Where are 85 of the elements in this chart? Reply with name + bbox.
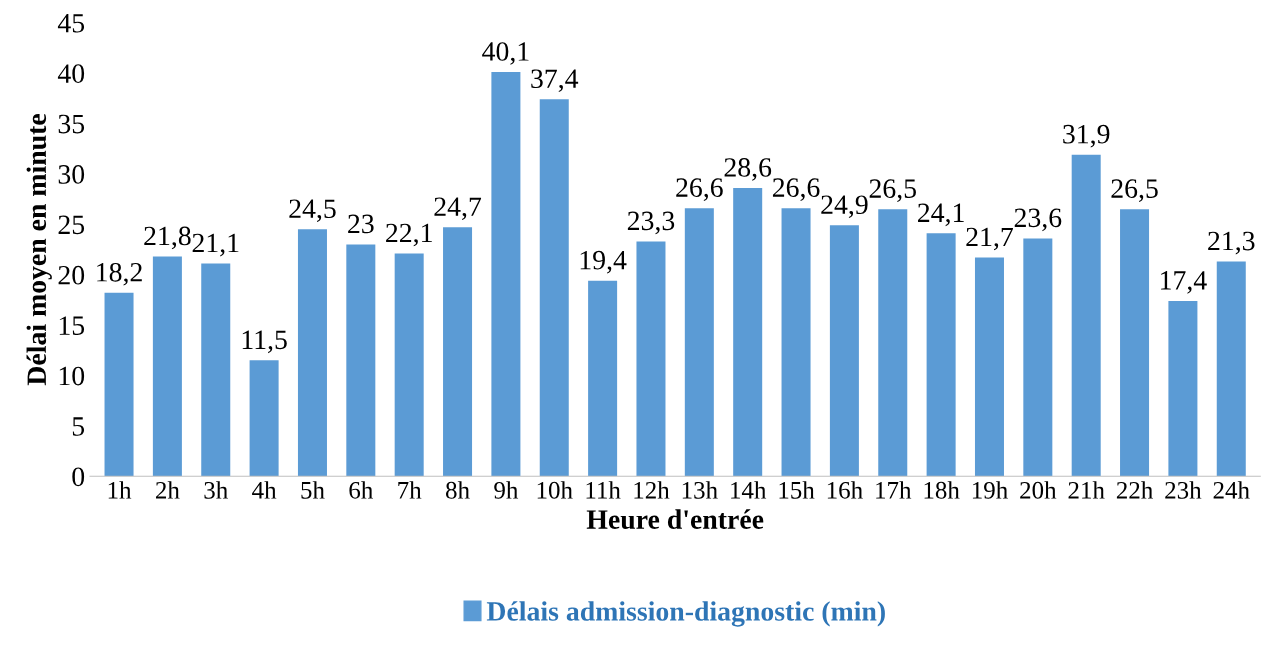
data-label: 11,5	[242, 330, 287, 354]
y-tick-label: 5	[72, 417, 85, 436]
data-label: 22,1	[386, 223, 432, 247]
x-tick-label: 7h	[398, 481, 422, 499]
x-tick-label: 1h	[108, 481, 132, 499]
data-label: 40,1	[482, 42, 529, 65]
y-tick-label: 25	[58, 215, 85, 235]
data-label: 18,2	[97, 262, 142, 286]
x-tick-label: 13h	[682, 481, 718, 499]
x-tick-label: 15h	[779, 481, 815, 499]
y-tick-label: 20	[58, 265, 85, 285]
data-label: 23,3	[627, 211, 675, 235]
bar	[539, 99, 569, 477]
bar	[829, 225, 859, 477]
x-tick-label: 12h	[634, 481, 670, 499]
x-tick-label: 14h	[731, 481, 767, 499]
x-tick-label: 21h	[1068, 481, 1105, 499]
data-label: 24,1	[918, 203, 964, 227]
data-label: 31,9	[1063, 124, 1110, 148]
x-tick-label: 3h	[204, 481, 228, 499]
bar	[781, 208, 811, 477]
bar	[1071, 154, 1101, 477]
bar	[346, 244, 376, 477]
data-label: 21,7	[966, 227, 1013, 251]
x-tick-label: 9h	[494, 481, 519, 499]
bar	[684, 208, 714, 477]
bar	[733, 187, 763, 477]
bar	[394, 253, 424, 477]
x-tick-label: 16h	[827, 481, 863, 499]
y-tick-label: 0	[72, 467, 85, 487]
bar	[974, 257, 1004, 477]
bar	[1216, 261, 1246, 477]
x-tick-label: 5h	[301, 481, 325, 499]
bar	[152, 256, 182, 477]
bar	[1120, 209, 1150, 477]
x-tick-label: 2h	[155, 481, 180, 499]
data-label: 23,6	[1014, 208, 1062, 232]
data-label: 24,5	[289, 199, 336, 223]
data-label: 21,8	[144, 226, 191, 250]
data-label: 37,4	[531, 69, 579, 93]
data-label: 21,3	[1208, 231, 1255, 255]
bar	[201, 263, 231, 477]
bar	[636, 241, 666, 477]
data-label: 26,5	[1111, 179, 1158, 202]
data-label: 24,7	[434, 197, 482, 221]
y-axis-title: Délai moyen en minute	[26, 114, 52, 386]
x-tick-label: 11h	[586, 481, 621, 499]
x-tick-label: 8h	[445, 481, 470, 499]
y-tick-label: 15	[59, 316, 85, 335]
bar	[297, 229, 327, 477]
bar	[104, 292, 134, 477]
y-tick-label: 30	[58, 165, 85, 184]
y-tick-label: 45	[57, 14, 85, 33]
data-label: 21,1	[192, 233, 239, 257]
y-tick-label: 40	[57, 64, 85, 83]
x-tick-label: 20h	[1020, 481, 1057, 499]
legend-label: Délais admission-diagnostic (min)	[486, 601, 885, 627]
data-label: 26,5	[869, 179, 916, 202]
bar	[249, 360, 279, 477]
bar	[588, 280, 618, 477]
bar	[491, 72, 521, 477]
data-label: 23	[348, 214, 374, 234]
bar	[878, 209, 908, 477]
y-tick-label: 10	[59, 366, 85, 386]
x-tick-label: 6h	[349, 481, 373, 499]
x-tick-label: 18h	[924, 481, 960, 499]
bar	[926, 233, 956, 477]
data-label: 24,9	[821, 195, 868, 219]
data-label: 28,6	[724, 158, 772, 181]
bar	[1023, 238, 1053, 477]
x-tick-label: 10h	[537, 481, 573, 499]
y-tick-label: 35	[58, 114, 85, 134]
x-tick-label: 19h	[972, 481, 1008, 499]
x-axis-title: Heure d'entrée	[586, 509, 764, 529]
x-tick-label: 22h	[1116, 481, 1153, 499]
data-label: 17,4	[1161, 271, 1207, 294]
bar	[443, 227, 473, 477]
x-tick-label: 23h	[1165, 481, 1202, 499]
data-label: 26,6	[772, 178, 820, 201]
data-label: 26,6	[676, 178, 723, 201]
data-label: 19,4	[580, 250, 627, 274]
bar	[1168, 300, 1198, 477]
x-tick-label: 24h	[1213, 481, 1250, 499]
x-tick-label: 17h	[876, 481, 912, 499]
x-tick-label: 4h	[252, 481, 277, 499]
